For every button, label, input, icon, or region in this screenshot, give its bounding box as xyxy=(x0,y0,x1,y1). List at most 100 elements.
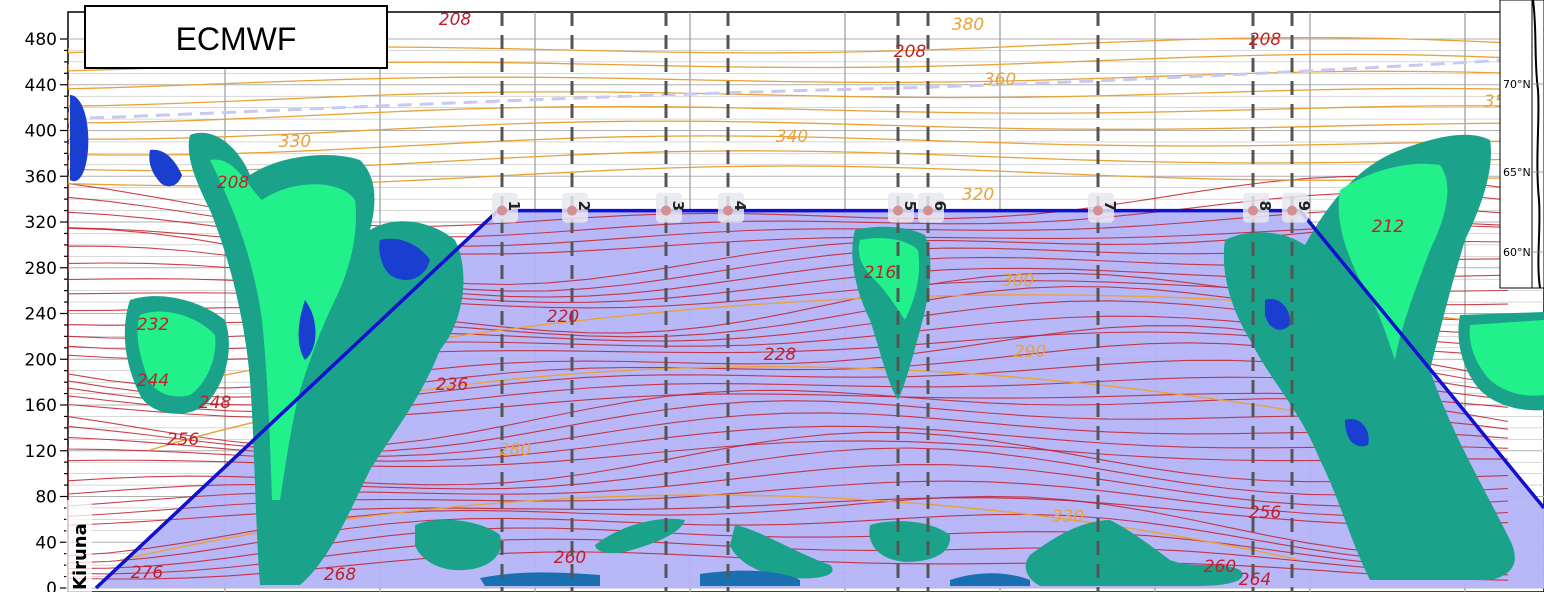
waypoint-marker: 3 xyxy=(656,192,687,223)
waypoint-label: 9 xyxy=(1295,201,1313,211)
map-latitude-label: 70°N xyxy=(1503,78,1531,91)
cloud-blob xyxy=(869,521,951,562)
waypoint-marker: 5 xyxy=(888,192,919,223)
cloud-blob xyxy=(1223,134,1515,580)
isotherm-label: 256 xyxy=(1249,503,1282,523)
y-tick-label: 480 xyxy=(25,30,57,50)
isentrope-line xyxy=(68,87,1509,107)
start-location-label: Kiruna xyxy=(66,500,92,592)
isotherm-label: 264 xyxy=(1239,570,1271,590)
tropopause-line xyxy=(89,56,1544,120)
isentrope-line xyxy=(68,135,1509,156)
y-tick-label: 320 xyxy=(25,213,57,233)
y-tick-label: 400 xyxy=(25,122,57,142)
isentrope-label: 320 xyxy=(962,185,994,205)
y-tick-label: 200 xyxy=(25,350,57,370)
waypoint-lines xyxy=(500,12,1294,592)
waypoint-dot xyxy=(1287,205,1297,216)
isentrope-label: 380 xyxy=(952,15,984,35)
y-tick-label: 80 xyxy=(35,488,57,508)
waypoint-dot xyxy=(723,205,733,216)
y-tick-label: 40 xyxy=(35,533,57,553)
y-tick-label: 120 xyxy=(25,442,57,462)
waypoint-label: 2 xyxy=(575,201,593,211)
waypoint-marker: 2 xyxy=(562,192,593,223)
waypoint-label: 4 xyxy=(731,201,749,211)
isotherm-label: 216 xyxy=(864,263,897,283)
isentrope-label: 280 xyxy=(499,440,531,460)
y-tick-label: 280 xyxy=(25,259,57,279)
cloud-blob-dark xyxy=(298,238,430,360)
isentrope-label: 290 xyxy=(1014,342,1046,362)
isentrope-label: 360 xyxy=(984,70,1016,90)
isotherm-label: 228 xyxy=(764,345,797,365)
waypoint-dot xyxy=(1248,205,1258,216)
isotherm-label: 232 xyxy=(137,315,169,335)
y-tick-label: 0 xyxy=(46,579,57,592)
y-tick-label: 440 xyxy=(25,76,57,96)
waypoint-label: 8 xyxy=(1256,201,1274,211)
waypoint-marker: 6 xyxy=(918,192,949,223)
waypoint-marker: 7 xyxy=(1088,192,1119,223)
waypoint-label: 3 xyxy=(669,201,687,211)
isentrope-label: 300 xyxy=(1002,271,1034,291)
cloud-blob xyxy=(1025,520,1243,586)
waypoint-dot xyxy=(893,205,903,216)
isotherm-label: 208 xyxy=(894,42,927,62)
isotherm-label: 236 xyxy=(436,375,469,395)
isotherm-label: 208 xyxy=(217,173,250,193)
map-latitude-label: 65°N xyxy=(1503,166,1531,179)
isotherm-label: 248 xyxy=(199,393,232,413)
map-inset: 70°N 65°N 60°N xyxy=(1499,0,1544,289)
cloud-blob-light xyxy=(137,311,216,397)
model-label: ECMWF xyxy=(176,21,297,57)
isentrope-line xyxy=(68,120,1509,140)
isotherm-label: 208 xyxy=(439,10,472,30)
isotherm-label: 220 xyxy=(547,307,579,327)
isotherm-label: 260 xyxy=(1204,557,1236,577)
cloud-blob xyxy=(70,95,89,182)
cloud-blob-light xyxy=(210,159,356,500)
model-label-box: ECMWF xyxy=(84,5,388,69)
waypoint-labels: 1 2 3 4 5 6 7 8 9 xyxy=(492,192,1313,223)
cloud-blob-light xyxy=(858,238,920,320)
y-axis: 0 40 80 120 160 200 240 280 320 360 400 440 480 xyxy=(25,30,68,592)
waypoint-label: 5 xyxy=(901,201,919,211)
waypoint-label: 7 xyxy=(1101,201,1119,211)
isotherm-label: 208 xyxy=(1249,30,1282,50)
cloud-blob xyxy=(730,525,833,579)
isotherm-label: 256 xyxy=(167,430,200,450)
cloud-blob xyxy=(149,149,182,187)
waypoint-marker: 4 xyxy=(718,192,749,223)
isotherm-label: 244 xyxy=(137,371,169,391)
waypoint-label: 6 xyxy=(931,201,949,211)
cloud-blob-light xyxy=(1469,320,1544,396)
isotherm-label: 212 xyxy=(1372,217,1404,237)
waypoint-dot xyxy=(1093,205,1103,216)
y-tick-label: 360 xyxy=(25,167,57,187)
cloud-blob-light xyxy=(1338,163,1448,360)
isentrope-label: 330 xyxy=(279,132,311,152)
waypoint-marker: 1 xyxy=(492,192,523,223)
y-tick-label: 160 xyxy=(25,396,57,416)
waypoint-dot xyxy=(661,205,671,216)
cloud-regions xyxy=(70,95,1544,586)
waypoint-label: 1 xyxy=(505,201,523,211)
cloud-blob xyxy=(415,519,501,571)
isentrope-label: 340 xyxy=(776,127,808,147)
isotherm-label: 260 xyxy=(554,548,586,568)
cloud-blob xyxy=(480,570,1030,586)
isotherm-label: 276 xyxy=(131,563,164,583)
cloud-blob-dark xyxy=(1265,299,1369,447)
waypoint-marker: 9 xyxy=(1282,192,1313,223)
isentrope-line xyxy=(68,105,1509,124)
isotherm-label: 268 xyxy=(324,565,357,585)
y-tick-label: 240 xyxy=(25,305,57,325)
waypoint-dot xyxy=(567,205,577,216)
waypoint-marker: 8 xyxy=(1243,192,1274,223)
waypoint-dot xyxy=(497,205,507,216)
cloud-blob xyxy=(595,518,685,554)
waypoint-dot xyxy=(923,205,933,216)
start-location-text: Kiruna xyxy=(70,523,91,590)
